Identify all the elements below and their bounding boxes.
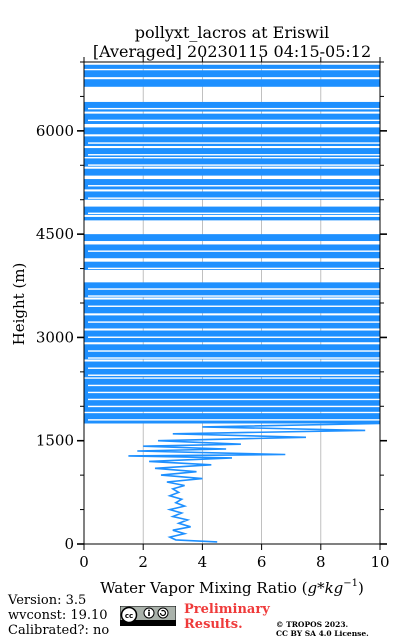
profile-band-gap (88, 305, 380, 307)
profile-band-4 (84, 330, 380, 343)
profile-band-21 (84, 101, 380, 112)
x-axis-unit-exp: −1 (343, 578, 358, 589)
x-tick-label-6: 6 (257, 553, 267, 571)
profile-band-18 (84, 136, 380, 147)
profile-band-13 (84, 191, 380, 200)
profile-band-19 (84, 127, 380, 135)
x-tick-label-10: 10 (370, 553, 389, 571)
copyright-notice: © TROPOS 2023. CC BY SA 4.0 License. (276, 620, 369, 638)
chart-subtitle: [Averaged] 20230115 04:15-05:12 (93, 42, 371, 61)
profile-band-12 (84, 206, 380, 215)
x-tick-label-2: 2 (138, 553, 148, 571)
profile-band-gap (88, 295, 380, 297)
profile-band-gap (88, 164, 380, 166)
profile-band-11 (84, 216, 380, 221)
profile-band-8 (84, 261, 380, 270)
y-tick-label-3000: 3000 (36, 328, 74, 346)
profile-band-gap (88, 107, 380, 110)
profile-band-gap (88, 288, 380, 290)
profile-band-gap (88, 391, 380, 394)
profile-band-gap (88, 154, 380, 156)
y-tick-label-1500: 1500 (36, 432, 74, 450)
y-axis-label: Height (m) (10, 263, 28, 346)
calibrated-text: Calibrated?: no (8, 623, 110, 638)
x-tick-label-4: 4 (198, 553, 208, 571)
copyright-line-1: © TROPOS 2023. (276, 620, 349, 629)
preliminary-warning: Preliminary Results. (184, 602, 270, 632)
profile-band-20 (84, 113, 380, 124)
profile-band-gap (88, 212, 380, 214)
profile-series (84, 64, 381, 543)
profile-band-23 (84, 70, 380, 78)
profile-band-gap (88, 350, 380, 352)
y-tick-label-4500: 4500 (36, 225, 74, 243)
profile-line (128, 422, 381, 543)
profile-band-gap (88, 419, 380, 421)
profile-band-gap (88, 185, 380, 187)
chart-title: pollyxt_lacros at Eriswil (135, 23, 329, 42)
profile-band-16 (84, 158, 380, 167)
x-axis-unit-kg: kg (325, 579, 344, 597)
x-axis-unit-g: g (307, 579, 317, 597)
x-axis-unit-mul: * (317, 579, 325, 597)
x-tick-label-8: 8 (316, 553, 326, 571)
profile-band-3 (84, 344, 380, 360)
profile-band-gap (88, 384, 380, 387)
profile-band-7 (84, 282, 380, 298)
profile-band-gap (88, 405, 380, 408)
profile-band-2 (84, 361, 380, 378)
profile-band-gap (88, 398, 380, 401)
preliminary-line-1: Preliminary (184, 602, 270, 617)
profile-band-17 (84, 148, 380, 158)
profile-band-22 (84, 79, 380, 87)
profile-band-24 (84, 64, 380, 69)
profile-band-gap (88, 250, 380, 252)
profile-band-10 (84, 234, 380, 242)
profile-band-15 (84, 168, 380, 176)
footer-info: Version: 3.5 wvconst: 19.10 Calibrated?:… (8, 593, 109, 638)
cc-by-sa-logo: cc (120, 606, 176, 626)
profile-band-14 (84, 179, 380, 190)
preliminary-line-2: Results. (184, 617, 243, 632)
profile-band-gap (88, 197, 380, 199)
copyright-line-2: CC BY SA 4.0 License. (276, 629, 369, 638)
profile-band-gap (88, 367, 380, 369)
y-tick-label-0: 0 (64, 535, 74, 553)
x-axis-label-main: Water Vapor Mixing Ratio ( (100, 579, 307, 597)
y-axis: 0 1500 3000 4500 6000 (36, 61, 387, 553)
x-tick-label-0: 0 (79, 553, 89, 571)
profile-band-gap (88, 321, 380, 323)
profile-band-gap (88, 374, 380, 376)
profile-band-gap (88, 267, 380, 270)
x-axis: 0 2 4 6 8 10 (79, 57, 390, 571)
version-text: Version: 3.5 (8, 593, 87, 608)
profile-band-gap (88, 357, 380, 359)
x-axis-label-close: ) (358, 579, 364, 597)
profile-band-gap (88, 336, 380, 338)
profile-band-0 (84, 413, 380, 424)
profile-band-gap (88, 142, 380, 144)
x-axis-label: Water Vapor Mixing Ratio (g*kg−1) (100, 578, 364, 597)
wvconst-text: wvconst: 19.10 (8, 608, 108, 623)
y-tick-label-6000: 6000 (36, 122, 74, 140)
profile-band-gap (88, 119, 380, 122)
svg-text:cc: cc (125, 612, 133, 620)
